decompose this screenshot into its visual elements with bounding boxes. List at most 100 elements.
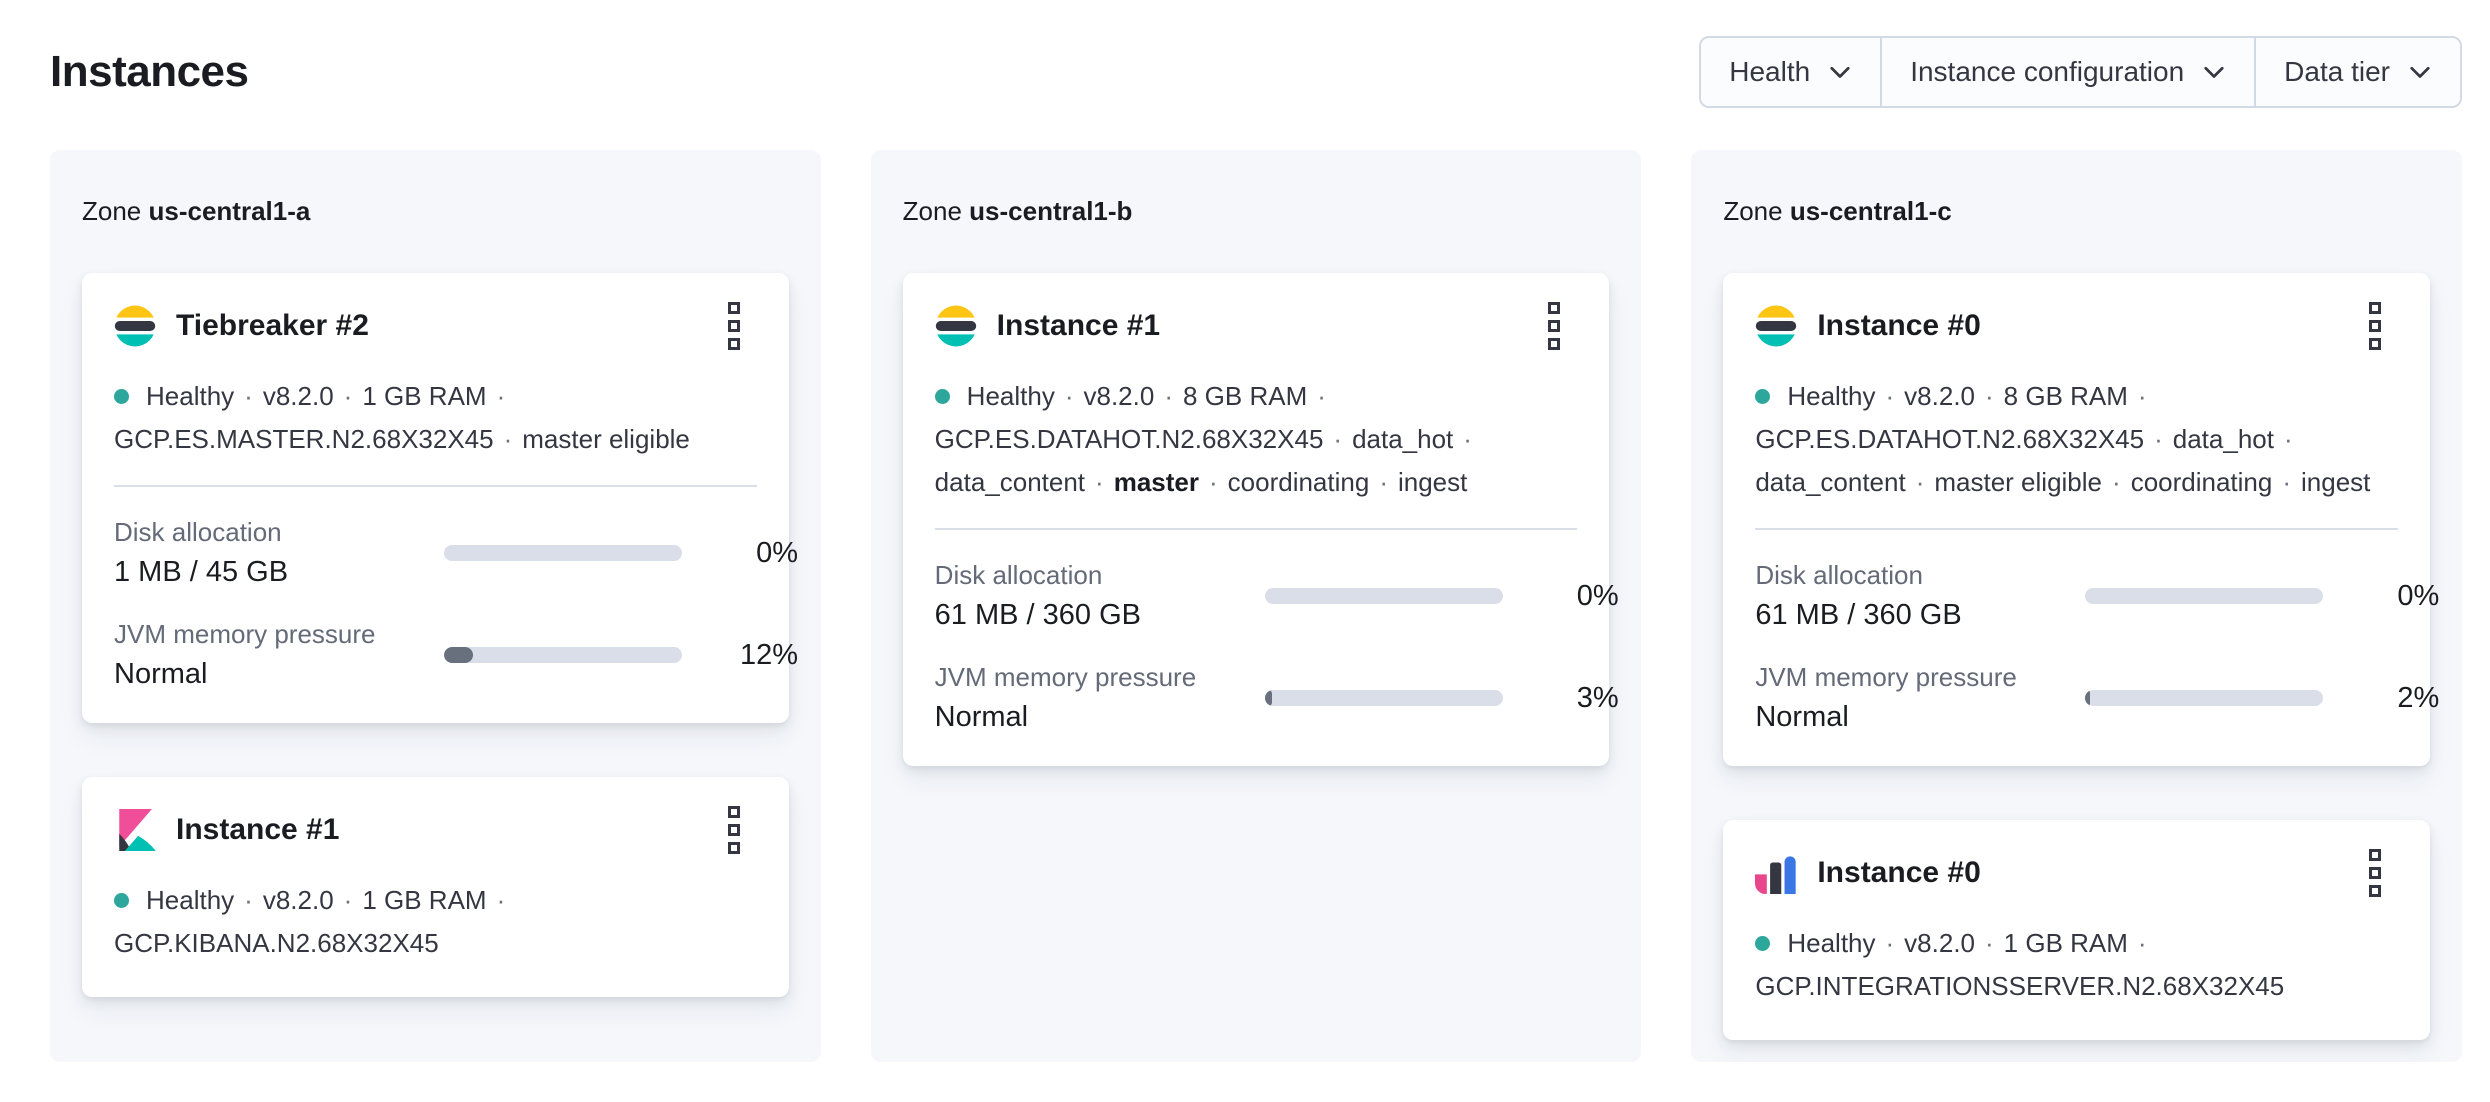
instance-status: Healthy · v8.2.0 · 8 GB RAM · GCP.ES.DATAHOT.N… [934,375,1578,504]
instance-card-header: Instance #1 [935,302,1578,350]
metric-progress-fill [1264,690,1272,706]
dot-separator: · [1915,467,1925,497]
status-segment: 8 GB RAM [1183,381,1308,411]
status-segment: v8.2.0 [262,381,334,411]
zone-label: Zone [82,196,142,226]
zone-name: us-central1-a [148,196,311,226]
instance-menu-button[interactable] [2352,849,2398,897]
status-segment: Healthy [1787,928,1876,958]
metric-label: JVM memory pressure [1755,662,2017,692]
zone-name: us-central1-b [969,196,1133,226]
page-title: Instances [50,47,249,96]
boxes-vertical-icon [727,806,740,854]
filter-button-health[interactable]: Health [1701,38,1880,106]
metric-row: JVM memory pressure Normal 2% [1755,662,2439,734]
instance-title: Instance #0 [1817,856,1981,889]
metric-row: Disk allocation 61 MB / 360 GB 0% [935,560,1619,632]
instance-title: Tiebreaker #2 [176,309,369,342]
dot-separator: · [2283,424,2293,454]
instance-menu-button[interactable] [1531,302,1577,350]
instance-menu-button[interactable] [711,302,757,350]
metric-label: Disk allocation [934,560,1103,590]
filter-button-instance-configuration[interactable]: Instance configuration [1880,38,2254,106]
status-line: Healthy · v8.2.0 · 1 GB RAM · [114,879,757,922]
status-segment: master eligible [522,424,690,454]
status-line: Healthy · v8.2.0 · 1 GB RAM · [114,375,757,418]
instance-card-header: Instance #1 [114,806,757,854]
metric-label: JVM memory pressure [114,619,376,649]
dot-separator: · [1064,381,1074,411]
filter-label: Data tier [2284,56,2390,87]
status-line: Healthy · v8.2.0 · 8 GB RAM · [934,375,1578,418]
status-segment: GCP.KIBANA.N2.68X32X45 [114,928,439,958]
integrations-server-logo [1755,852,1797,894]
zone-panel: Zone us-central1-c Instance #0 Healthy · v… [1691,150,2463,1062]
status-segment: GCP.ES.MASTER.N2.68X32X45 [114,424,494,454]
instance-card: Instance #1 Healthy · v8.2.0 · 1 GB RAM · GCP.… [82,777,789,997]
status-segment: v8.2.0 [262,885,334,915]
metric-row: Disk allocation 61 MB / 360 GB 0% [1755,560,2439,632]
metric-value: Normal [934,701,1029,733]
dot-separator: · [244,381,253,411]
instances-page: Instances Health Instance configuration … [50,36,2463,1062]
health-dot-icon [114,892,129,908]
dot-separator: · [1317,381,1326,411]
status-segment: 1 GB RAM [362,381,487,411]
dot-separator: · [2112,467,2121,497]
instance-title: Instance #1 [176,813,340,846]
metric-info: JVM memory pressure Normal [1755,662,2085,734]
dot-separator: · [2154,424,2163,454]
dot-separator: · [1985,928,1994,958]
metric-info: JVM memory pressure Normal [114,619,444,691]
metric-percent: 3% [1576,681,1619,714]
metric-progress-bar [444,647,682,663]
instance-menu-button[interactable] [2352,302,2398,350]
metric-label: Disk allocation [114,517,282,547]
filter-button-data-tier[interactable]: Data tier [2254,38,2460,106]
boxes-vertical-icon [727,302,740,350]
instance-card: Tiebreaker #2 Healthy · v8.2.0 · 1 GB RAM · GC… [82,273,798,723]
metric-percent: 0% [756,536,798,569]
instance-card-header: Instance #0 [1755,302,2398,350]
dot-separator: · [2137,928,2147,958]
metric-progress-bar [2085,690,2324,706]
status-segment: v8.2.0 [1904,381,1975,411]
card-divider [1755,528,2399,530]
status-line: GCP.ES.DATAHOT.N2.68X32X45 · data_hot · [935,418,1578,461]
metric-info: Disk allocation 61 MB / 360 GB [1755,560,2085,632]
metric-percent: 12% [739,638,798,671]
zone-label: Zone [1723,196,1783,226]
status-line: GCP.KIBANA.N2.68X32X45 [114,922,757,965]
instance-card: Instance #1 Healthy · v8.2.0 · 8 GB RAM · GCP.… [902,273,1619,766]
dot-separator: · [496,885,506,915]
dot-separator: · [1463,424,1472,454]
dot-separator: · [503,424,513,454]
metric-info: Disk allocation 61 MB / 360 GB [935,560,1265,632]
instance-card-header: Tiebreaker #2 [114,302,757,350]
status-segment: coordinating [1227,467,1370,497]
instance-title: Instance #0 [1817,309,1981,342]
filter-label: Health [1729,56,1811,87]
elasticsearch-logo [935,305,977,347]
metric-value: 1 MB / 45 GB [114,556,289,588]
instance-metrics: Disk allocation 61 MB / 360 GB 0% JVM memor… [934,528,1619,734]
instance-metrics: Disk allocation 1 MB / 45 GB 0% JVM memory … [114,485,798,691]
metric-progress-bar [444,545,682,561]
dot-separator: · [1985,381,1994,411]
boxes-vertical-icon [2369,849,2382,897]
zone-panel: Zone us-central1-b Instance #1 Healthy · v… [870,150,1642,1062]
metric-row: JVM memory pressure Normal 3% [935,662,1619,734]
dot-separator: · [1208,467,1218,497]
metric-info: JVM memory pressure Normal [935,662,1265,734]
dot-separator: · [496,381,506,411]
status-segment: master eligible [1934,467,2103,497]
dot-separator: · [343,381,353,411]
dot-separator: · [2282,467,2292,497]
zone-cards: Instance #0 Healthy · v8.2.0 · 8 GB RAM · GCP.… [1723,273,2439,1040]
zone-title: Zone us-central1-a [82,196,789,227]
instance-menu-button[interactable] [711,806,757,854]
kibana-logo [114,809,156,851]
metric-percent: 2% [2397,681,2440,714]
metric-progress-bar [1264,588,1503,604]
dot-separator: · [1164,381,1173,411]
